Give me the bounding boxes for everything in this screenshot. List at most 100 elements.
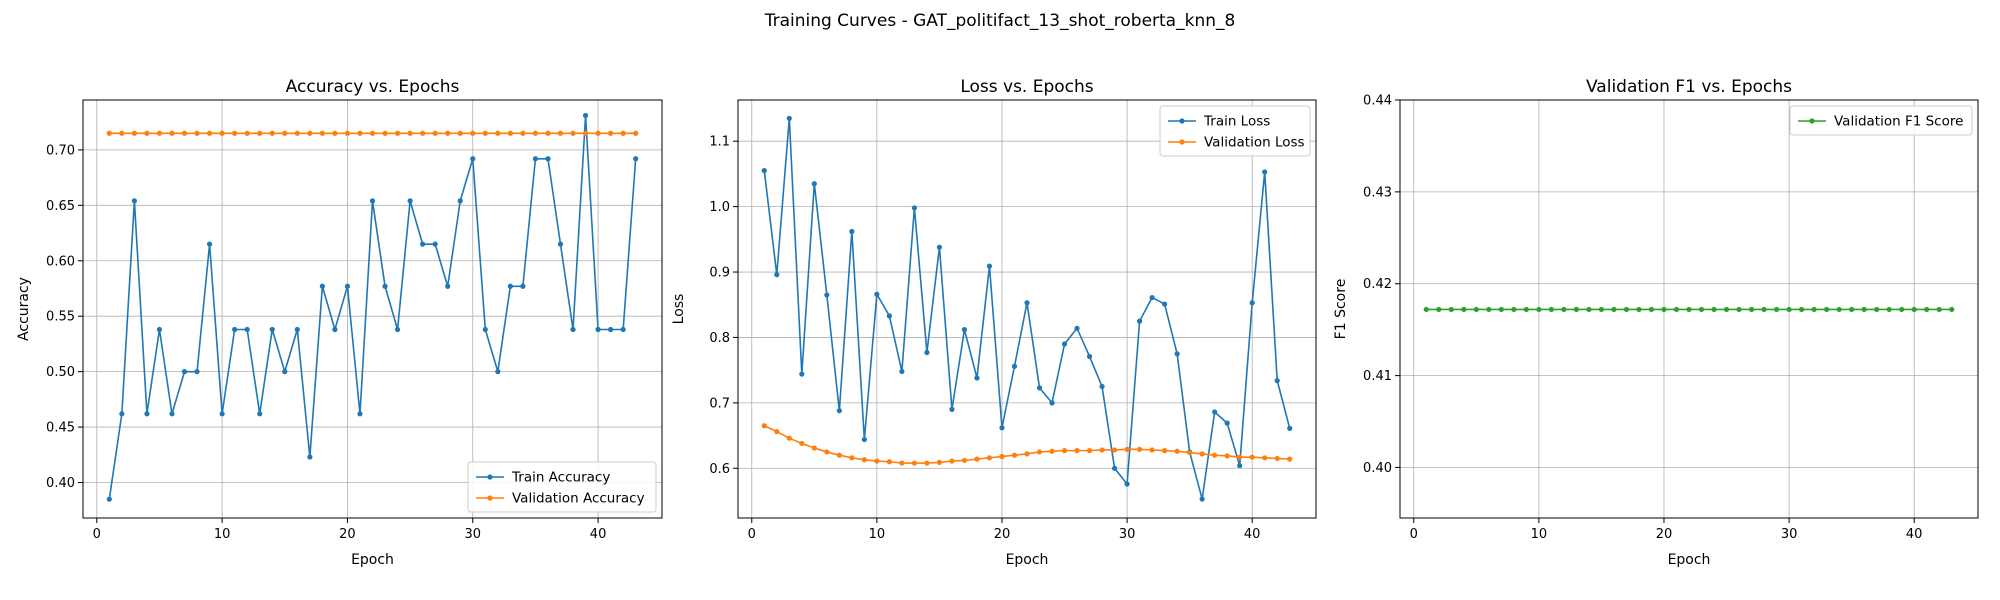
data-point: [1061, 341, 1068, 347]
data-point: [633, 156, 639, 162]
data-point: [1074, 448, 1080, 454]
data-point: [974, 456, 980, 462]
data-point: [169, 130, 175, 136]
data-point: [761, 168, 767, 174]
x-tick-label: 40: [1906, 527, 1923, 542]
plot-frame: [1399, 99, 1979, 519]
data-point: [482, 130, 488, 136]
data-point: [1824, 306, 1830, 313]
legend-marker: [1179, 139, 1185, 145]
data-point: [244, 130, 250, 136]
data-point: [961, 457, 968, 464]
data-point: [507, 130, 513, 136]
legend: Train Loss Validation Loss: [1159, 105, 1311, 157]
data-point: [849, 228, 855, 235]
data-point: [194, 130, 200, 136]
series-line-train-accuracy: [108, 114, 637, 500]
data-point: [394, 326, 401, 333]
data-point: [144, 130, 150, 136]
data-point: [1249, 454, 1255, 460]
data-point: [824, 449, 830, 455]
data-point: [861, 457, 867, 463]
data-point: [357, 411, 363, 417]
data-point: [1623, 306, 1630, 313]
data-point: [445, 130, 451, 136]
data-point: [1611, 306, 1617, 313]
data-point: [924, 460, 930, 466]
y-axis-label: Loss: [671, 294, 687, 325]
y-tick-label: 0.50: [46, 365, 75, 380]
data-point: [1736, 306, 1742, 313]
data-point: [1924, 306, 1930, 313]
data-point: [949, 458, 955, 464]
data-point: [420, 130, 426, 136]
data-point: [1874, 306, 1880, 313]
data-point: [219, 130, 225, 136]
data-point: [911, 205, 918, 211]
x-tick-label: 10: [214, 527, 231, 542]
y-tick-label: 0.7: [709, 396, 730, 411]
data-point: [961, 327, 968, 333]
chart-title: Validation F1 vs. Epochs: [1586, 77, 1792, 97]
data-point: [257, 130, 263, 136]
data-point: [1149, 447, 1155, 453]
data-point: [861, 436, 867, 443]
data-point: [1636, 306, 1642, 313]
data-point: [1212, 409, 1218, 415]
data-point: [407, 130, 413, 136]
data-point: [269, 130, 275, 136]
y-tick-label: 1.0: [709, 200, 730, 215]
data-point: [1224, 453, 1230, 459]
data-point: [886, 459, 892, 465]
data-point: [620, 326, 626, 333]
data-point: [811, 445, 817, 451]
f1-chart-panel: 0 10 20 30 40 0.40 0.41 0.42 0.43 0.44 Validation …: [1333, 77, 1979, 568]
data-point: [470, 130, 476, 136]
data-point: [608, 326, 614, 333]
y-tick-label: 0.60: [46, 254, 75, 269]
data-point: [1836, 306, 1842, 313]
data-point: [557, 241, 564, 247]
x-tick-label: 20: [339, 527, 356, 542]
data-point: [232, 130, 238, 136]
legend-item-train-loss: Train Loss: [1168, 114, 1270, 130]
series-validation-loss: [761, 423, 1293, 466]
data-point: [1698, 306, 1705, 313]
data-point: [1648, 306, 1655, 313]
data-point: [344, 130, 351, 136]
legend-marker: [487, 474, 493, 480]
data-point: [1124, 481, 1130, 487]
y-tick-label: 0.65: [46, 199, 75, 214]
x-tick-label: 10: [869, 527, 886, 542]
data-point: [344, 283, 351, 289]
data-point: [1798, 306, 1805, 313]
data-point: [1498, 306, 1504, 313]
chart-title: Accuracy vs. Epochs: [286, 77, 460, 97]
data-point: [1249, 300, 1255, 306]
data-point: [119, 130, 125, 136]
data-point: [1111, 465, 1118, 471]
series-validation-accuracy: [106, 130, 639, 136]
data-point: [1548, 306, 1554, 313]
data-point: [181, 369, 188, 375]
data-point: [457, 130, 463, 136]
series-validation-f1-score: [1423, 306, 1955, 313]
data-point: [495, 369, 501, 375]
data-point: [156, 326, 163, 333]
data-point: [974, 375, 980, 381]
data-point: [1024, 451, 1030, 457]
data-point: [999, 453, 1005, 460]
x-tick-label: 10: [1531, 527, 1548, 542]
data-point: [1523, 306, 1529, 313]
series-line-validation-loss: [763, 425, 1290, 464]
data-point: [786, 115, 792, 121]
x-axis-label: Epoch: [351, 552, 394, 568]
data-point: [507, 283, 513, 289]
data-point: [1811, 306, 1817, 313]
data-point: [1086, 353, 1093, 360]
y-tick-label: 1.1: [709, 135, 730, 150]
figure-title: Training Curves - GAT_politifact_13_shot…: [764, 11, 1236, 31]
data-point: [307, 454, 313, 460]
data-point: [257, 411, 263, 417]
